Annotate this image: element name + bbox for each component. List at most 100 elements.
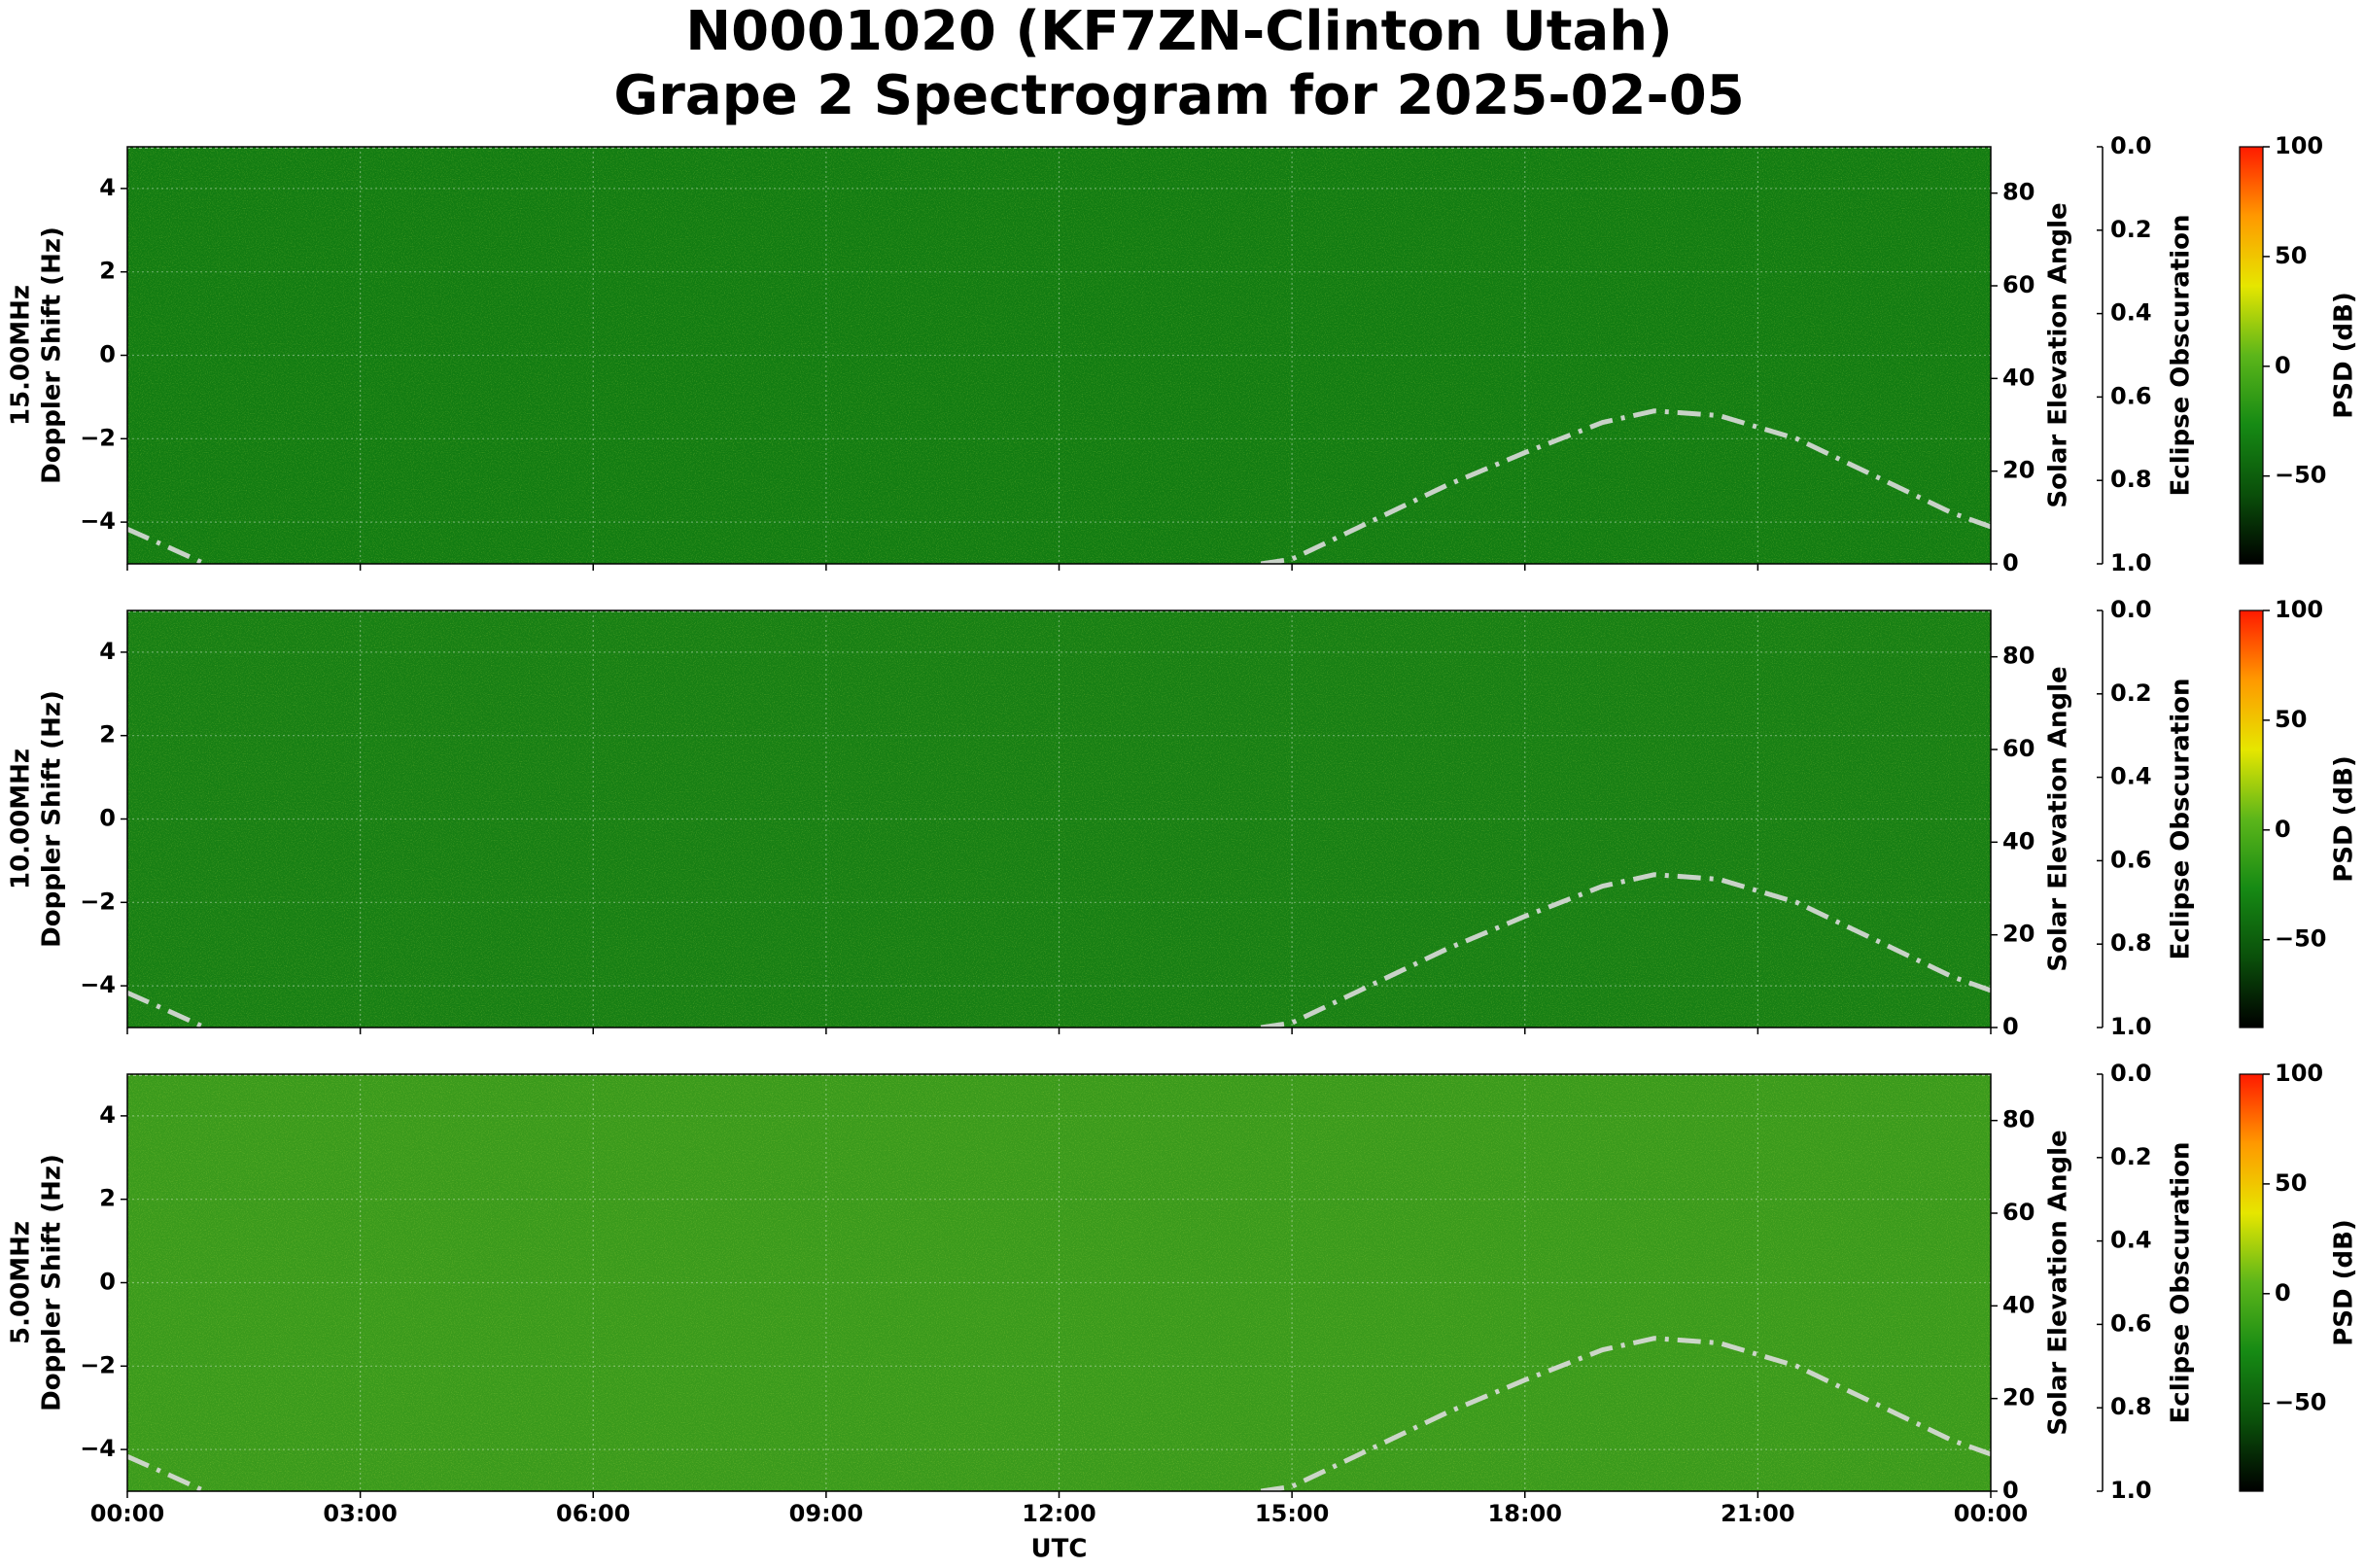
y2-tick-label: 0 xyxy=(2002,549,2019,576)
y2-tick-label: 40 xyxy=(2002,1291,2035,1318)
y-tick-label: −2 xyxy=(80,888,116,915)
colorbar-tick-label: 100 xyxy=(2275,132,2323,159)
colorbar-tick-label: 0 xyxy=(2275,1279,2291,1307)
eclipse-tick-label: 0.8 xyxy=(2110,466,2152,493)
y2-tick-label: 0 xyxy=(2002,1013,2019,1040)
spectrogram-noise xyxy=(127,147,1991,564)
plot-frame xyxy=(126,610,1992,1028)
eclipse-tick-label: 0.2 xyxy=(2110,679,2152,707)
eclipse-tick-label: 0.4 xyxy=(2110,1227,2152,1254)
colorbar-label: PSD (dB) xyxy=(2330,1219,2359,1346)
y-tick-label: −4 xyxy=(80,507,116,535)
eclipse-tick-label: 0.2 xyxy=(2110,216,2152,243)
eclipse-tick-label: 1.0 xyxy=(2110,1477,2152,1504)
x-tick-label: 03:00 xyxy=(323,1500,397,1527)
x-tick-label: 09:00 xyxy=(789,1500,863,1527)
colorbar xyxy=(2239,1073,2264,1492)
y2-axis-label: Solar Elevation Angle xyxy=(2044,202,2073,507)
y-axis-label: 15.00MHz xyxy=(7,285,36,426)
eclipse-tick-label: 0.0 xyxy=(2110,596,2152,623)
colorbar-tick-label: −50 xyxy=(2275,925,2327,953)
colorbar xyxy=(2239,146,2264,565)
x-tick-label: 00:00 xyxy=(90,1500,164,1527)
x-axis-label: UTC xyxy=(1031,1535,1088,1564)
colorbar-tick-label: 0 xyxy=(2275,352,2291,379)
y-tick-label: 0 xyxy=(99,341,116,368)
x-tick-label: 12:00 xyxy=(1022,1500,1096,1527)
solar-elevation-line xyxy=(127,408,1991,564)
eclipse-tick-label: 1.0 xyxy=(2110,1013,2152,1040)
x-tick-label: 18:00 xyxy=(1488,1500,1562,1527)
y-tick-label: 4 xyxy=(99,1101,116,1129)
y2-axis-label: Solar Elevation Angle xyxy=(2044,666,2073,971)
colorbar-tick-label: −50 xyxy=(2275,1389,2327,1416)
y-axis-label: Doppler Shift (Hz) xyxy=(38,690,67,948)
y2-axis-label: Solar Elevation Angle xyxy=(2044,1130,2073,1435)
colorbar-tick-label: 0 xyxy=(2275,816,2291,843)
x-tick-label: 15:00 xyxy=(1255,1500,1329,1527)
eclipse-tick-label: 1.0 xyxy=(2110,549,2152,576)
y2-tick-label: 40 xyxy=(2002,364,2035,391)
y-axis-label: 5.00MHz xyxy=(7,1221,36,1344)
y-tick-label: 4 xyxy=(99,638,116,665)
y-tick-label: −2 xyxy=(80,1351,116,1378)
y2-tick-label: 80 xyxy=(2002,179,2035,206)
solar-elevation-line xyxy=(127,872,1991,1028)
spectrogram-noise xyxy=(127,1074,1991,1491)
eclipse-tick-label: 0.4 xyxy=(2110,299,2152,327)
colorbar-tick-label: 50 xyxy=(2275,1169,2307,1197)
eclipse-tick-label: 0.6 xyxy=(2110,846,2152,873)
eclipse-axis-label: Eclipse Obscuration xyxy=(2167,215,2196,497)
colorbar xyxy=(2239,610,2264,1028)
colorbar-tick-label: 50 xyxy=(2275,242,2307,269)
eclipse-tick-label: 0.6 xyxy=(2110,1309,2152,1337)
y-tick-label: 0 xyxy=(99,1269,116,1296)
y2-tick-label: 60 xyxy=(2002,271,2035,298)
y-tick-label: 2 xyxy=(99,258,116,285)
plot-frame xyxy=(126,1073,1992,1492)
y-axis-label: Doppler Shift (Hz) xyxy=(38,226,67,484)
eclipse-tick-label: 0.0 xyxy=(2110,1060,2152,1087)
y2-tick-label: 80 xyxy=(2002,1106,2035,1133)
colorbar-tick-label: −50 xyxy=(2275,462,2327,489)
chart-title: N0001020 (KF7ZN-Clinton Utah) xyxy=(685,0,1673,63)
y2-tick-label: 80 xyxy=(2002,643,2035,670)
y-tick-label: −4 xyxy=(80,1435,116,1462)
y-tick-label: −2 xyxy=(80,424,116,451)
y2-tick-label: 40 xyxy=(2002,827,2035,854)
eclipse-tick-label: 0.8 xyxy=(2110,1393,2152,1420)
y2-tick-label: 60 xyxy=(2002,735,2035,762)
y-tick-label: −4 xyxy=(80,971,116,998)
eclipse-axis-label: Eclipse Obscuration xyxy=(2167,1142,2196,1424)
x-tick-label: 00:00 xyxy=(1954,1500,2028,1527)
eclipse-tick-label: 0.8 xyxy=(2110,929,2152,957)
spectrogram-noise xyxy=(127,610,1991,1028)
y-tick-label: 2 xyxy=(99,1185,116,1212)
y2-tick-label: 20 xyxy=(2002,1384,2035,1411)
chart-subtitle: Grape 2 Spectrogram for 2025-02-05 xyxy=(613,64,1744,127)
eclipse-tick-label: 0.4 xyxy=(2110,763,2152,790)
colorbar-label: PSD (dB) xyxy=(2330,755,2359,883)
x-tick-label: 21:00 xyxy=(1721,1500,1794,1527)
y2-tick-label: 20 xyxy=(2002,921,2035,948)
y-tick-label: 4 xyxy=(99,174,116,201)
colorbar-tick-label: 100 xyxy=(2275,596,2323,623)
colorbar-label: PSD (dB) xyxy=(2330,292,2359,419)
x-tick-label: 06:00 xyxy=(556,1500,630,1527)
eclipse-tick-label: 0.0 xyxy=(2110,132,2152,159)
y-tick-label: 2 xyxy=(99,721,116,749)
plot-frame xyxy=(126,146,1992,565)
y-tick-label: 0 xyxy=(99,805,116,832)
y2-tick-label: 60 xyxy=(2002,1199,2035,1226)
colorbar-tick-label: 100 xyxy=(2275,1060,2323,1087)
y-axis-label: 10.00MHz xyxy=(7,749,36,889)
eclipse-axis-label: Eclipse Obscuration xyxy=(2167,679,2196,960)
y-axis-label: Doppler Shift (Hz) xyxy=(38,1154,67,1411)
eclipse-tick-label: 0.2 xyxy=(2110,1143,2152,1170)
solar-elevation-line xyxy=(127,1336,1991,1491)
colorbar-tick-label: 50 xyxy=(2275,706,2307,733)
y2-tick-label: 0 xyxy=(2002,1477,2019,1504)
y2-tick-label: 20 xyxy=(2002,457,2035,484)
